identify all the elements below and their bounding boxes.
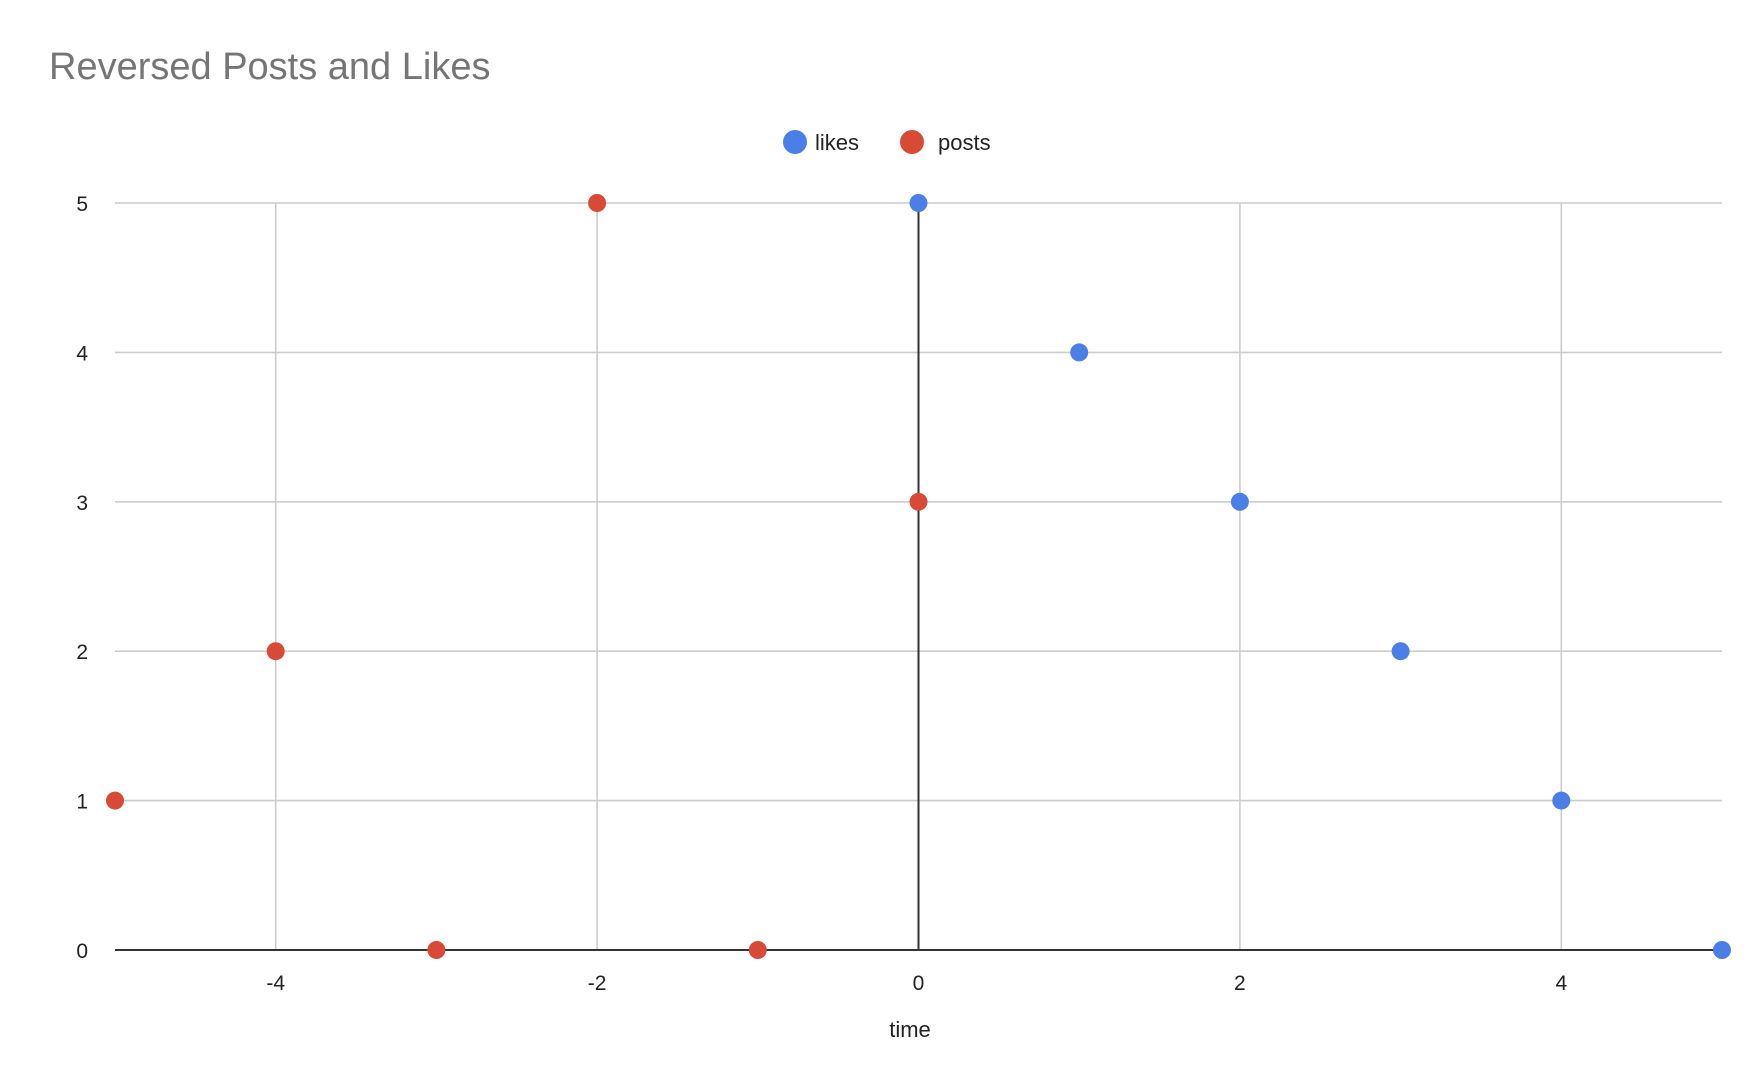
likes-point [1070, 343, 1089, 362]
likes-point [1713, 941, 1731, 959]
y-tick-label: 4 [76, 342, 88, 365]
tick-labels: 0 1 2 3 4 5 -4 -2 0 2 4 [76, 193, 1567, 995]
axes [115, 203, 1722, 951]
legend-marker-likes [783, 130, 807, 154]
x-tick-label: 2 [1234, 972, 1246, 995]
posts-point [748, 941, 767, 959]
likes-point [909, 194, 928, 212]
legend-label-posts: posts [938, 130, 991, 155]
x-tick-label: 0 [913, 972, 925, 995]
x-tick-label: -2 [588, 972, 607, 995]
legend-label-likes: likes [815, 130, 859, 155]
y-tick-label: 3 [76, 492, 88, 515]
y-tick-label: 2 [76, 641, 88, 664]
y-tick-label: 5 [76, 193, 88, 216]
legend-marker-posts [900, 130, 924, 154]
legend: likes posts [783, 130, 991, 155]
posts-point [427, 941, 446, 959]
likes-point [1552, 791, 1571, 810]
posts-point [106, 791, 124, 810]
likes-point [1230, 492, 1249, 511]
x-tick-label: -4 [266, 972, 285, 995]
data-points [106, 194, 1731, 959]
posts-point [266, 642, 285, 661]
y-tick-label: 1 [76, 791, 88, 814]
posts-point [588, 194, 607, 212]
y-tick-label: 0 [76, 940, 88, 963]
likes-point [1391, 642, 1410, 661]
x-tick-label: 4 [1555, 972, 1567, 995]
chart-title: Reversed Posts and Likes [49, 46, 491, 88]
x-axis-title: time [889, 1017, 931, 1042]
posts-point [909, 492, 928, 511]
